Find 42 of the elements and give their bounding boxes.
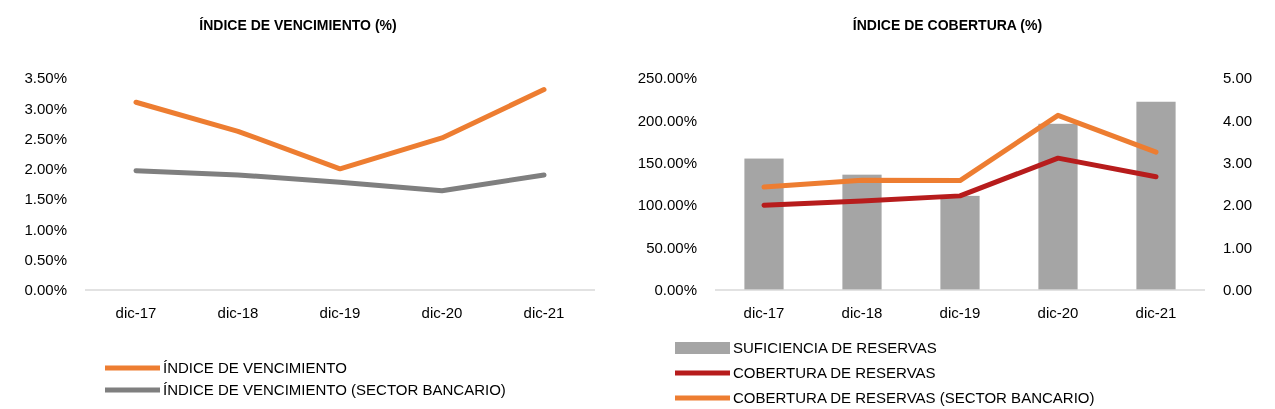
y-tick-label: 50.00%	[646, 238, 697, 256]
legend-label: COBERTURA DE RESERVAS	[733, 364, 936, 382]
chart-title: ÍNDICE DE VENCIMIENTO (%)	[199, 17, 397, 33]
legend-label: ÍNDICE DE VENCIMIENTO (SECTOR BANCARIO)	[163, 381, 506, 399]
y2-tick-label: 1.00	[1223, 238, 1253, 256]
bar	[744, 158, 784, 290]
legend-label: COBERTURA DE RESERVAS (SECTOR BANCARIO)	[733, 389, 1095, 407]
legend-label: ÍNDICE DE VENCIMIENTO	[163, 359, 347, 377]
y-tick-label: 2.00%	[24, 160, 67, 178]
y2-tick-label: 3.00	[1223, 154, 1253, 172]
y2-tick-label: 5.00	[1223, 69, 1253, 87]
y-tick-label: 0.50%	[24, 250, 67, 268]
y2-tick-label: 4.00	[1223, 111, 1253, 129]
x-tick-label: dic-21	[1135, 304, 1177, 321]
y-tick-label: 3.50%	[24, 69, 67, 87]
y-tick-label: 200.00%	[637, 111, 697, 129]
x-tick-label: dic-19	[939, 304, 981, 321]
legend-label: SUFICIENCIA DE RESERVAS	[733, 339, 937, 357]
y-tick-label: 250.00%	[637, 69, 697, 87]
y-tick-label: 0.00%	[24, 281, 67, 299]
y-tick-label: 0.00%	[654, 281, 697, 299]
chart-title: ÍNDICE DE COBERTURA (%)	[852, 17, 1043, 33]
x-tick-label: dic-21	[523, 304, 565, 321]
x-tick-label: dic-17	[115, 304, 157, 321]
y-tick-label: 100.00%	[637, 196, 697, 214]
x-tick-label: dic-20	[421, 304, 463, 321]
x-tick-label: dic-20	[1037, 304, 1079, 321]
y-tick-label: 1.00%	[24, 220, 67, 238]
bar	[1038, 123, 1078, 290]
x-tick-label: dic-19	[319, 304, 361, 321]
x-tick-label: dic-17	[743, 304, 785, 321]
y-tick-label: 1.50%	[24, 190, 67, 208]
bar	[940, 195, 980, 290]
y-tick-label: 3.00%	[24, 99, 67, 117]
x-tick-label: dic-18	[841, 304, 883, 321]
bar	[842, 174, 882, 290]
y-tick-label: 2.50%	[24, 129, 67, 147]
y-tick-label: 150.00%	[637, 154, 697, 172]
x-tick-label: dic-18	[217, 304, 259, 321]
bar	[1136, 101, 1176, 290]
y2-tick-label: 0.00	[1223, 281, 1253, 299]
y2-tick-label: 2.00	[1223, 196, 1253, 214]
